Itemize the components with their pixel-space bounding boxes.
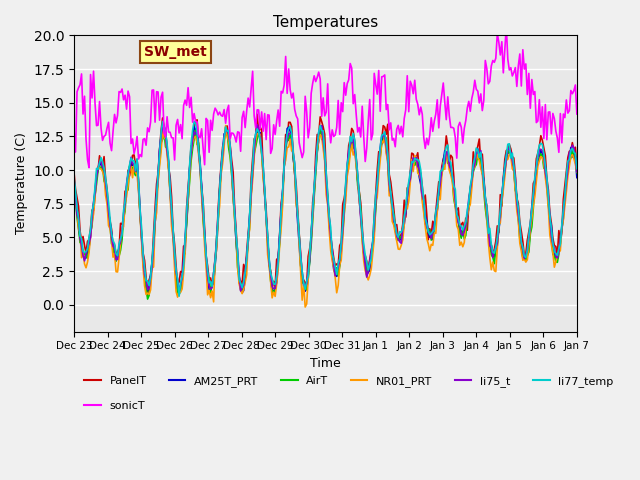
sonicT (502, 24, 510, 29)
li77_temp (223, 129, 231, 134)
sonicT (573, 111, 580, 117)
AirT (490, 261, 498, 266)
Y-axis label: Temperature (C): Temperature (C) (15, 132, 28, 234)
NR01_PRT (301, 304, 309, 310)
Legend: PanelT, AM25T_PRT, AirT, NR01_PRT, li75_t, li77_temp: PanelT, AM25T_PRT, AirT, NR01_PRT, li75_… (79, 372, 618, 391)
NR01_PRT (76, 229, 84, 235)
PanelT (355, 189, 363, 194)
AirT (573, 170, 580, 176)
li75_t (222, 128, 230, 134)
AM25T_PRT (175, 291, 183, 297)
NR01_PRT (222, 123, 230, 129)
li75_t (175, 288, 183, 294)
PanelT (144, 293, 152, 299)
Line: PanelT: PanelT (74, 114, 577, 296)
li77_temp (183, 208, 191, 214)
PanelT (222, 124, 230, 130)
PanelT (573, 163, 580, 169)
AM25T_PRT (490, 254, 498, 260)
li75_t (490, 248, 498, 253)
AM25T_PRT (222, 132, 230, 137)
AM25T_PRT (76, 235, 84, 241)
NR01_PRT (573, 169, 580, 175)
AirT (76, 240, 84, 245)
li75_t (76, 235, 84, 241)
NR01_PRT (181, 249, 189, 255)
li75_t (70, 176, 78, 182)
NR01_PRT (220, 144, 228, 150)
li77_temp (76, 233, 84, 239)
li75_t (573, 169, 580, 175)
AM25T_PRT (355, 197, 363, 203)
NR01_PRT (484, 239, 492, 245)
NR01_PRT (490, 268, 498, 274)
AirT (355, 189, 363, 195)
li77_temp (70, 174, 78, 180)
PanelT (70, 170, 78, 176)
Line: sonicT: sonicT (74, 26, 577, 168)
li77_temp (573, 166, 580, 171)
sonicT (183, 102, 191, 108)
PanelT (76, 228, 84, 234)
PanelT (484, 219, 492, 225)
sonicT (70, 128, 78, 133)
NR01_PRT (70, 180, 78, 186)
sonicT (76, 82, 84, 88)
Line: li75_t: li75_t (74, 125, 577, 291)
AirT (183, 222, 191, 228)
AirT (144, 296, 152, 302)
sonicT (85, 165, 93, 170)
NR01_PRT (355, 198, 363, 204)
PanelT (490, 247, 498, 252)
li75_t (484, 226, 492, 231)
Line: li77_temp: li77_temp (74, 121, 577, 296)
sonicT (489, 58, 497, 63)
li75_t (253, 122, 261, 128)
sonicT (222, 120, 230, 126)
sonicT (483, 66, 491, 72)
li77_temp (190, 119, 198, 124)
PanelT (183, 204, 191, 210)
Title: Temperatures: Temperatures (273, 15, 378, 30)
Line: AM25T_PRT: AM25T_PRT (74, 126, 577, 294)
Line: NR01_PRT: NR01_PRT (74, 126, 577, 307)
li77_temp (490, 250, 498, 256)
Text: SW_met: SW_met (145, 45, 207, 59)
PanelT (253, 111, 261, 117)
li75_t (183, 214, 191, 220)
li75_t (355, 192, 363, 198)
li77_temp (355, 192, 363, 198)
AirT (70, 184, 78, 190)
sonicT (354, 129, 362, 135)
Line: AirT: AirT (74, 128, 577, 299)
AM25T_PRT (183, 220, 191, 226)
X-axis label: Time: Time (310, 357, 341, 370)
AM25T_PRT (484, 227, 492, 232)
AirT (484, 230, 492, 236)
AM25T_PRT (70, 182, 78, 188)
li77_temp (484, 230, 492, 236)
AM25T_PRT (318, 123, 326, 129)
li77_temp (175, 293, 183, 299)
AirT (222, 128, 230, 134)
AM25T_PRT (573, 175, 580, 180)
AirT (316, 125, 324, 131)
